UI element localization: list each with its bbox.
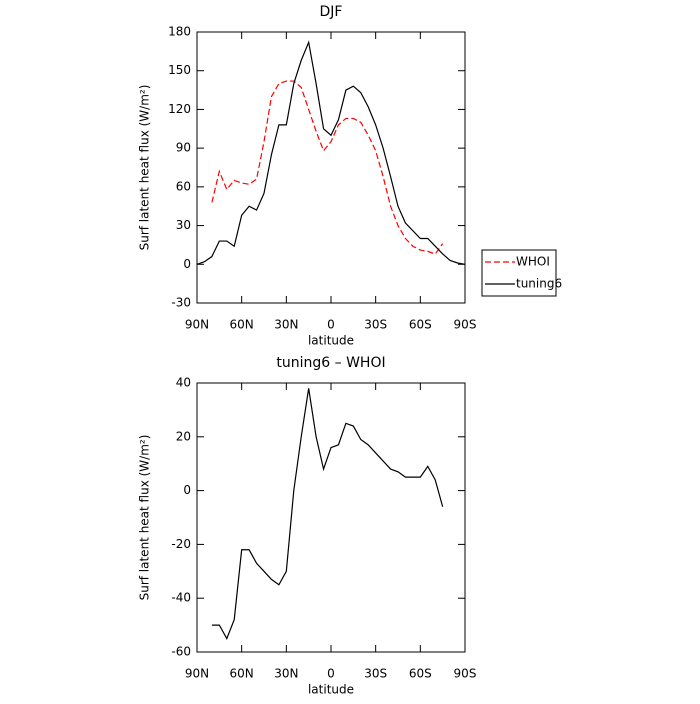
- x-tick-label: 60S: [409, 318, 432, 332]
- line-series: [211, 80, 444, 255]
- x-tick-label: 90S: [454, 318, 477, 332]
- x-tick-label: 60S: [409, 667, 432, 681]
- legend-box: [481, 249, 557, 297]
- y-tick-label: 40: [176, 376, 191, 390]
- x-axis-label: latitude: [308, 334, 354, 348]
- plot-frame: [196, 31, 466, 304]
- y-tick-label: -60: [171, 645, 191, 659]
- x-tick-label: 0: [327, 667, 335, 681]
- y-tick-label: 150: [168, 63, 191, 77]
- x-tick-label: 90N: [185, 667, 209, 681]
- y-tick-label: 20: [176, 429, 191, 443]
- y-tick-label: 0: [183, 257, 191, 271]
- y-tick-label: 0: [183, 483, 191, 497]
- x-tick-label: 30N: [274, 318, 298, 332]
- y-tick-label: 60: [176, 179, 191, 193]
- y-axis-label: Surf latent heat flux (W/m²): [138, 435, 152, 601]
- y-axis-label: Surf latent heat flux (W/m²): [138, 85, 152, 251]
- x-tick-label: 30S: [364, 318, 387, 332]
- legend-label: WHOI: [516, 255, 550, 269]
- y-tick-label: 90: [176, 141, 191, 155]
- x-axis-label: latitude: [308, 683, 354, 697]
- x-tick-label: 90N: [185, 318, 209, 332]
- legend-label: tuning6: [516, 277, 562, 291]
- y-tick-label: -20: [171, 537, 191, 551]
- chart-title: tuning6 – WHOI: [276, 355, 385, 371]
- panel: DJF latitude Surf latent heat flux (W/m²) -…: [138, 4, 563, 348]
- y-tick-label: 180: [168, 25, 191, 39]
- x-tick-label: 30S: [364, 667, 387, 681]
- x-tick-label: 60N: [230, 318, 254, 332]
- plot-frame: [196, 382, 466, 653]
- y-tick-label: 120: [168, 102, 191, 116]
- chart-title: DJF: [320, 4, 343, 20]
- x-tick-label: 60N: [230, 667, 254, 681]
- x-tick-label: 0: [327, 318, 335, 332]
- line-series: [211, 388, 444, 640]
- y-tick-label: -40: [171, 591, 191, 605]
- panel: tuning6 – WHOI latitude Surf latent heat f…: [138, 355, 477, 697]
- line-series: [196, 40, 466, 265]
- x-tick-label: 30N: [274, 667, 298, 681]
- y-tick-label: 30: [176, 218, 191, 232]
- x-tick-label: 90S: [454, 667, 477, 681]
- y-tick-label: -30: [171, 296, 191, 310]
